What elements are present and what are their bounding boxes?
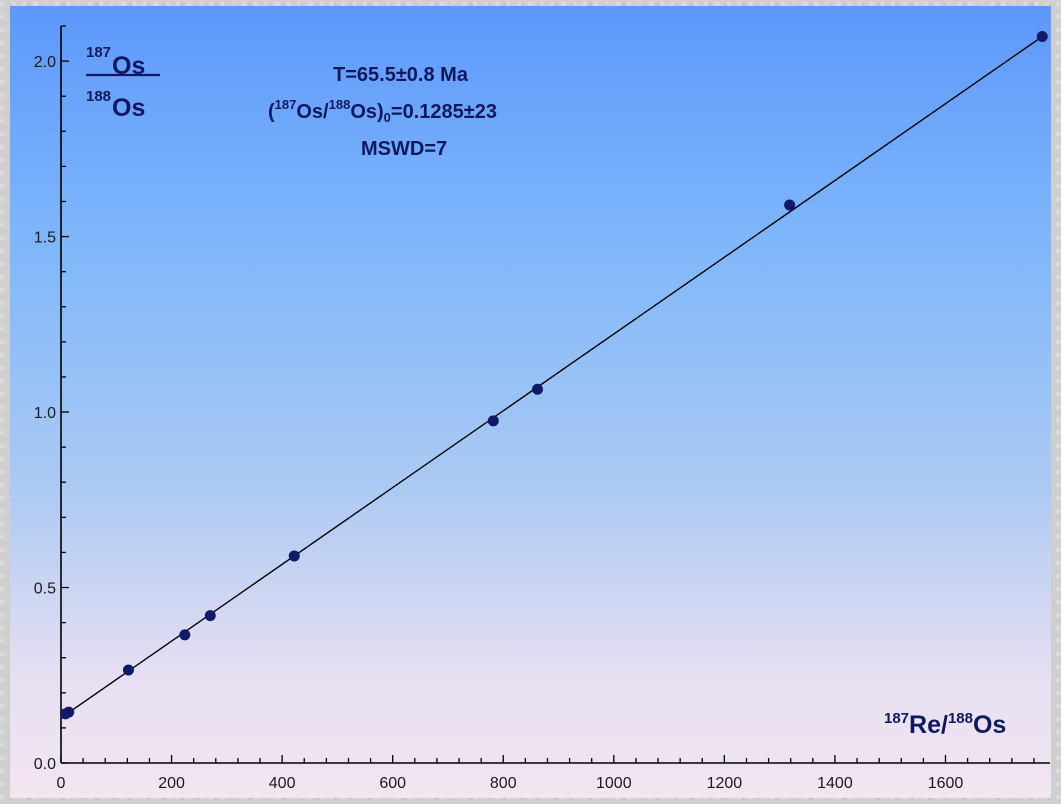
- initial-os2: Os): [350, 101, 383, 123]
- data-point: [204, 610, 216, 622]
- y-axis-label: 187 Os 188 Os: [86, 44, 160, 122]
- data-point: [179, 629, 191, 641]
- data-point: [122, 664, 134, 676]
- y-tick-label: 0.0: [34, 756, 56, 773]
- data-point: [63, 706, 75, 718]
- x-tick-label: 600: [379, 775, 406, 792]
- x-tick-label: 800: [490, 775, 517, 792]
- initial-ratio-text: (187Os/188Os)0=0.1285±23: [268, 97, 497, 125]
- x-label-sup2: 188: [948, 710, 973, 727]
- y-tick-label: 0.5: [34, 581, 56, 598]
- x-tick-label: 0: [57, 775, 66, 792]
- x-tick-label: 1200: [707, 775, 743, 792]
- x-label-sup1: 187: [884, 710, 909, 727]
- y-tick-label: 2.0: [34, 54, 56, 71]
- isochron-regression-line: [60, 35, 1043, 719]
- data-point: [1036, 31, 1048, 43]
- x-tick-label: 1000: [596, 775, 632, 792]
- y-tick-label: 1.5: [34, 230, 56, 247]
- y-label-denominator-sup: 188: [86, 88, 111, 105]
- y-axis-ticks: 0.0 0.5 1.0 1.5 2.0: [34, 25, 69, 773]
- data-point: [784, 199, 796, 211]
- initial-open: (: [268, 101, 275, 123]
- x-axis-ticks: 0 200 400 600 800 1000 1200 1400 1600: [57, 755, 1035, 792]
- data-point: [487, 415, 499, 427]
- x-tick-label: 400: [269, 775, 296, 792]
- x-label-part1: Re/: [909, 711, 948, 739]
- age-text: T=65.5±0.8 Ma: [333, 64, 469, 86]
- initial-sub: 0: [384, 110, 391, 125]
- mswd-text: MSWD=7: [361, 138, 447, 160]
- data-point: [288, 550, 300, 562]
- x-label-part2: Os: [973, 711, 1006, 739]
- y-tick-label: 1.0: [34, 405, 56, 422]
- data-points: [59, 31, 1048, 720]
- y-label-denominator: Os: [112, 94, 145, 122]
- plot-background: [10, 6, 1051, 798]
- x-tick-label: 1400: [817, 775, 853, 792]
- initial-os: Os/: [296, 101, 329, 123]
- data-point: [532, 383, 544, 395]
- x-tick-label: 200: [158, 775, 185, 792]
- initial-sup2: 188: [329, 97, 351, 112]
- y-label-numerator-sup: 187: [86, 44, 111, 61]
- isochron-annotation: T=65.5±0.8 Ma (187Os/188Os)0=0.1285±23 M…: [268, 64, 497, 160]
- x-axis-label: 187Re/188Os: [884, 710, 1006, 739]
- initial-value: =0.1285±23: [391, 101, 497, 123]
- regression-line-layer: [60, 35, 1043, 719]
- x-tick-label: 1600: [928, 775, 964, 792]
- initial-sup1: 187: [275, 97, 297, 112]
